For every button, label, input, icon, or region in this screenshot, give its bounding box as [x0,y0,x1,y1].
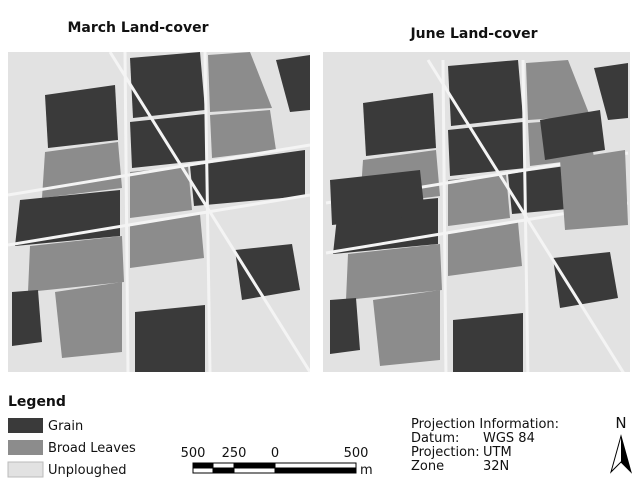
legend-swatch [8,418,43,433]
scale-label: 250 [222,446,247,461]
legend-swatch [8,462,43,477]
projection-key: Datum: [411,431,459,446]
projection-title: Projection Information: [411,417,559,432]
map-title: March Land-cover [67,20,208,36]
projection-value: WGS 84 [483,431,535,446]
legend-swatch [8,440,43,455]
scale-label: 500 [344,446,369,461]
projection-value: UTM [483,445,512,460]
projection-key: Zone [411,459,444,474]
map-title: June Land-cover [409,26,537,42]
map-panel [8,52,310,372]
scale-unit: m [360,463,373,478]
scale-label: 500 [181,446,206,461]
scale-label: 0 [271,446,279,461]
legend-label: Grain [48,419,83,434]
legend-label: Unploughed [48,463,127,478]
legend-title: Legend [8,394,66,410]
projection-key: Projection: [411,445,480,460]
legend-label: Broad Leaves [48,441,136,456]
north-label: N [615,414,626,432]
map-panel [323,52,630,380]
projection-value: 32N [483,459,509,474]
map-layout: March Land-cover June Land-cover Legend … [0,0,633,479]
scale-bar [193,463,356,473]
